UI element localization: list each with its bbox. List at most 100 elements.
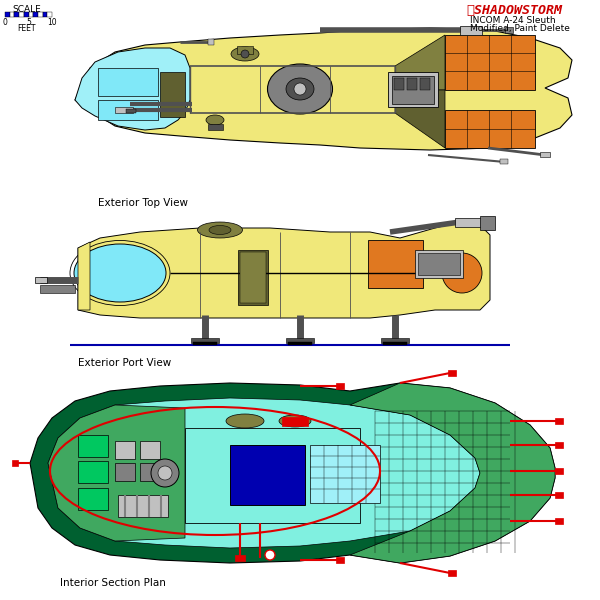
Bar bbox=[115, 463, 135, 481]
Bar bbox=[555, 492, 563, 498]
Bar bbox=[191, 338, 219, 343]
Bar bbox=[19, 12, 24, 17]
Bar bbox=[394, 78, 404, 90]
Bar bbox=[115, 441, 135, 459]
Ellipse shape bbox=[226, 414, 264, 428]
Bar bbox=[310, 445, 380, 503]
Polygon shape bbox=[75, 48, 190, 130]
Bar bbox=[115, 107, 133, 113]
Bar bbox=[388, 72, 438, 107]
Bar bbox=[24, 12, 29, 17]
Text: Exterior Top View: Exterior Top View bbox=[98, 198, 188, 208]
Text: 5: 5 bbox=[26, 18, 31, 27]
Bar bbox=[38, 12, 43, 17]
Bar bbox=[160, 72, 185, 117]
Bar bbox=[98, 68, 158, 96]
Polygon shape bbox=[75, 28, 572, 150]
Bar bbox=[368, 240, 423, 288]
Bar bbox=[237, 46, 253, 54]
Bar bbox=[78, 488, 108, 510]
Polygon shape bbox=[395, 90, 445, 148]
Ellipse shape bbox=[268, 64, 332, 114]
Polygon shape bbox=[78, 222, 490, 318]
Bar bbox=[455, 218, 490, 227]
Bar bbox=[383, 342, 407, 345]
Bar bbox=[33, 12, 38, 17]
Bar bbox=[445, 35, 535, 90]
Text: Modified, Paint Delete: Modified, Paint Delete bbox=[470, 24, 570, 33]
Bar bbox=[10, 12, 14, 17]
Circle shape bbox=[151, 459, 179, 487]
Bar bbox=[43, 12, 47, 17]
Bar bbox=[392, 76, 434, 104]
Bar bbox=[47, 12, 52, 17]
Bar bbox=[185, 428, 360, 523]
Bar bbox=[448, 370, 456, 376]
Bar bbox=[240, 252, 266, 303]
Bar bbox=[29, 12, 33, 17]
Polygon shape bbox=[30, 383, 555, 563]
Bar bbox=[288, 342, 312, 345]
Bar bbox=[480, 216, 495, 230]
Polygon shape bbox=[48, 405, 185, 541]
Bar bbox=[448, 570, 456, 576]
Text: SCALE: SCALE bbox=[13, 5, 41, 14]
Bar bbox=[78, 435, 108, 457]
Bar bbox=[5, 12, 10, 17]
Polygon shape bbox=[78, 242, 90, 310]
Text: INCOM A-24 Sleuth: INCOM A-24 Sleuth bbox=[470, 16, 556, 25]
Bar bbox=[208, 124, 223, 130]
Bar bbox=[381, 338, 409, 343]
Bar bbox=[140, 463, 160, 481]
Text: 0: 0 bbox=[2, 18, 7, 27]
Text: FEET: FEET bbox=[18, 24, 36, 33]
Bar bbox=[14, 12, 19, 17]
Bar bbox=[555, 442, 563, 448]
Bar bbox=[282, 417, 308, 426]
Bar bbox=[555, 518, 563, 524]
Bar bbox=[555, 468, 563, 474]
Ellipse shape bbox=[231, 47, 259, 61]
Bar bbox=[235, 555, 245, 561]
Text: 10: 10 bbox=[47, 18, 57, 27]
Bar bbox=[286, 338, 314, 343]
Bar bbox=[35, 277, 47, 283]
Bar bbox=[78, 461, 108, 483]
Polygon shape bbox=[48, 398, 480, 548]
Bar bbox=[418, 253, 460, 275]
Bar bbox=[208, 39, 214, 45]
Ellipse shape bbox=[197, 222, 242, 238]
Bar bbox=[500, 159, 508, 164]
Ellipse shape bbox=[286, 78, 314, 100]
Bar bbox=[555, 418, 563, 424]
Circle shape bbox=[265, 550, 275, 560]
Circle shape bbox=[442, 253, 482, 293]
Bar bbox=[505, 27, 513, 33]
Bar bbox=[238, 250, 268, 305]
Polygon shape bbox=[350, 383, 555, 563]
Circle shape bbox=[158, 466, 172, 480]
Bar bbox=[460, 26, 482, 35]
Ellipse shape bbox=[209, 226, 231, 235]
Bar bbox=[336, 557, 344, 563]
Text: Interior Section Plan: Interior Section Plan bbox=[60, 578, 166, 588]
Text: ⌖SHADOWSTORM: ⌖SHADOWSTORM bbox=[466, 4, 562, 17]
Bar bbox=[445, 110, 535, 148]
Ellipse shape bbox=[74, 244, 166, 302]
Bar bbox=[420, 78, 430, 90]
Polygon shape bbox=[395, 35, 445, 90]
Bar bbox=[336, 383, 344, 389]
Bar bbox=[540, 152, 550, 157]
Bar bbox=[193, 342, 217, 345]
Circle shape bbox=[294, 83, 306, 95]
Ellipse shape bbox=[206, 115, 224, 125]
Bar bbox=[40, 285, 75, 293]
Circle shape bbox=[241, 50, 249, 58]
Bar bbox=[12, 460, 18, 466]
Bar bbox=[230, 445, 305, 505]
Bar bbox=[126, 109, 136, 113]
Bar bbox=[98, 100, 158, 120]
Bar bbox=[118, 495, 168, 517]
Bar bbox=[415, 250, 463, 278]
Ellipse shape bbox=[279, 415, 311, 427]
